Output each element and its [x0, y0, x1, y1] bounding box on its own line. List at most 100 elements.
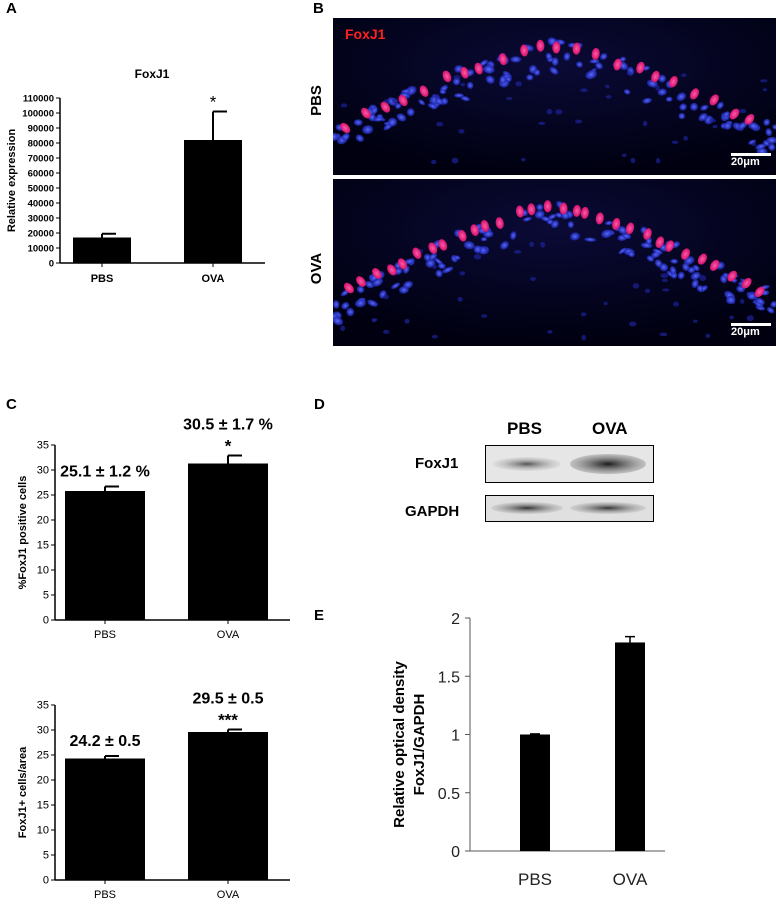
c1-significance-ova: *	[225, 437, 232, 456]
chart-e-optical-density: 0 0.5 1 1.5 2 PBS OVA Relative optical density F…	[391, 611, 665, 889]
pbs-blue-nucleus	[526, 74, 534, 81]
panel-label-c: C	[6, 396, 17, 413]
pbs-blue-nucleus	[763, 140, 770, 147]
ova-stroma-nucleus	[659, 332, 668, 337]
pbs-stroma-nucleus	[627, 70, 632, 76]
e-xtick-label-ova: OVA	[613, 870, 648, 889]
ova-blue-nucleus	[534, 210, 545, 219]
pbs-blue-nucleus	[482, 65, 495, 74]
pbs-stroma-nucleus	[546, 108, 553, 115]
ova-foxj1-positive-nucleus	[559, 202, 568, 215]
c1-xtick-label-ova: OVA	[217, 629, 240, 641]
ova-blue-nucleus	[693, 264, 700, 272]
c2-ytick-label: 0	[43, 875, 49, 887]
ova-blue-nucleus	[391, 282, 401, 290]
pbs-foxj1-positive-nucleus	[729, 108, 740, 120]
ova-blue-nucleus	[659, 263, 669, 272]
ova-stroma-nucleus	[432, 264, 437, 270]
microscopy-images	[329, 18, 779, 346]
ova-foxj1-positive-nucleus	[495, 217, 504, 230]
ova-stroma-nucleus	[530, 276, 536, 281]
a-ytick-label: 110000	[23, 94, 54, 105]
ova-stroma-nucleus	[580, 312, 587, 317]
pbs-blue-nucleus	[545, 52, 552, 60]
pbs-stroma-nucleus	[655, 85, 660, 91]
ova-foxj1-positive-nucleus	[727, 270, 737, 282]
ova-blue-nucleus	[652, 248, 663, 255]
ova-blue-nucleus	[627, 251, 635, 258]
blot-row-foxj1: FoxJ1	[415, 455, 459, 472]
ova-blue-nucleus	[726, 295, 736, 305]
ova-stroma-nucleus	[581, 334, 586, 341]
ova-stroma-nucleus	[603, 301, 608, 306]
a-significance-ova: *	[210, 93, 217, 112]
e-ytick-label: 2	[451, 611, 460, 628]
a-title: FoxJ1	[135, 67, 170, 81]
pbs-stroma-nucleus	[680, 73, 687, 78]
pbs-stroma-nucleus	[580, 88, 588, 93]
ova-foxj1-positive-nucleus	[397, 258, 407, 270]
ova-foxj1-positive-nucleus	[438, 239, 448, 251]
foxj1-stain-legend: FoxJ1	[345, 26, 386, 42]
ova-blue-nucleus	[364, 280, 375, 289]
c1-ytick-label: 25	[37, 490, 49, 502]
pbs-blue-nucleus	[642, 97, 652, 104]
ova-blue-nucleus	[622, 233, 632, 240]
pbs-blue-nucleus	[418, 99, 426, 106]
ova-stroma-nucleus	[457, 296, 463, 302]
pbs-blue-nucleus	[576, 61, 583, 68]
ova-stroma-nucleus	[644, 288, 651, 293]
ova-blue-nucleus	[696, 285, 704, 292]
ova-blue-nucleus	[480, 237, 488, 242]
pbs-blue-nucleus	[549, 66, 559, 75]
pbs-stroma-nucleus	[453, 75, 461, 80]
c2-ytick-label: 5	[43, 850, 49, 862]
pbs-stroma-nucleus	[515, 81, 522, 87]
scale-bar-label-ova: 20μm	[731, 326, 760, 338]
ova-stroma-nucleus	[693, 319, 698, 323]
ova-blue-nucleus	[463, 241, 475, 250]
pbs-foxj1-positive-nucleus	[460, 66, 469, 79]
ova-blue-nucleus	[437, 263, 446, 269]
pbs-stroma-nucleus	[451, 157, 459, 164]
pbs-foxj1-positive-nucleus	[520, 44, 529, 57]
pbs-stroma-nucleus	[521, 157, 526, 162]
ova-stroma-nucleus	[662, 288, 670, 292]
ova-stroma-nucleus	[705, 333, 711, 339]
a-xtick-label-pbs: PBS	[91, 273, 114, 285]
pbs-blue-nucleus	[373, 116, 384, 122]
ova-stroma-nucleus	[660, 273, 669, 279]
ova-foxj1-positive-nucleus	[612, 217, 621, 230]
ova-foxj1-positive-nucleus	[543, 200, 552, 213]
ova-foxj1-positive-nucleus	[643, 228, 652, 240]
ova-blue-nucleus	[346, 307, 355, 317]
pbs-blue-nucleus	[510, 56, 522, 63]
ova-blue-nucleus	[640, 242, 653, 249]
c2-ytick-label: 35	[37, 700, 49, 712]
blot-col-pbs: PBS	[507, 419, 542, 438]
c1-ytick-label: 0	[43, 615, 49, 627]
pbs-blue-nucleus	[479, 59, 489, 67]
a-ytick-label: 10000	[28, 244, 54, 255]
ova-blue-nucleus	[442, 266, 454, 274]
pbs-blue-nucleus	[755, 143, 767, 150]
pbs-blue-nucleus	[551, 57, 559, 66]
ova-blue-nucleus	[646, 255, 655, 262]
pbs-stroma-nucleus	[605, 95, 612, 99]
pbs-blue-nucleus	[406, 108, 415, 117]
pbs-stroma-nucleus	[575, 119, 582, 124]
pbs-blue-nucleus	[355, 134, 364, 142]
pbs-foxj1-positive-nucleus	[380, 101, 391, 113]
ova-blue-nucleus	[584, 237, 597, 242]
ova-stroma-nucleus	[481, 314, 488, 318]
a-ytick-label: 20000	[28, 229, 54, 240]
ova-foxj1-positive-nucleus	[655, 236, 665, 248]
ova-blue-nucleus	[500, 241, 509, 250]
c1-ytick-label: 15	[37, 540, 49, 552]
pbs-blue-nucleus	[619, 56, 626, 62]
a-ytick-label: 60000	[28, 169, 54, 180]
ova-blue-nucleus	[510, 231, 517, 240]
ova-stroma-nucleus	[739, 299, 745, 304]
a-bar-pbs	[73, 237, 131, 263]
pbs-blue-nucleus	[657, 88, 667, 96]
